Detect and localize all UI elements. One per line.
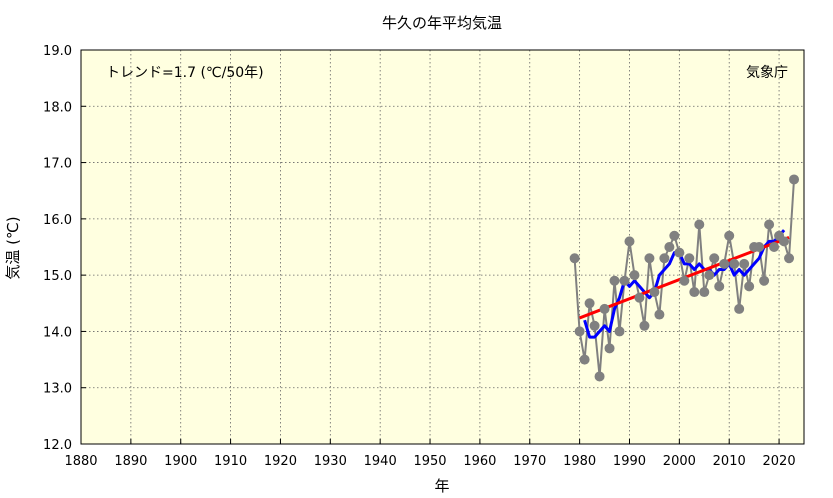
x-tick-label: 2000 <box>663 454 696 469</box>
x-tick-label: 1950 <box>413 454 446 469</box>
annual-mean-point <box>679 275 690 286</box>
annual-mean-point <box>629 270 640 281</box>
plot-frame <box>80 49 805 445</box>
annual-mean-point <box>639 320 650 331</box>
annual-mean-point <box>779 236 790 247</box>
x-tick-label: 1940 <box>364 454 397 469</box>
x-tick-label: 2020 <box>763 454 796 469</box>
annual-mean-point <box>579 354 590 365</box>
annual-mean-point <box>634 292 645 303</box>
annual-mean-point <box>614 326 625 337</box>
annual-mean-point <box>704 270 715 281</box>
annual-mean-point <box>739 258 750 269</box>
trend-label: トレンド=1.7 (℃/50年) <box>106 65 264 81</box>
annual-mean-point <box>694 219 705 230</box>
annual-mean-point <box>644 253 655 264</box>
annual-mean-point <box>714 281 725 292</box>
annual-mean-point <box>609 275 620 286</box>
x-tick-label: 1980 <box>563 454 596 469</box>
annual-mean-point <box>709 253 720 264</box>
annual-mean-point <box>724 230 735 241</box>
x-tick-label: 1890 <box>114 454 147 469</box>
x-tick-label: 1970 <box>513 454 546 469</box>
y-tick-label: 18.0 <box>43 100 72 115</box>
annual-mean-point <box>594 371 605 382</box>
annual-mean-point <box>784 253 795 264</box>
annual-mean-point <box>589 320 600 331</box>
y-axis-label: 気温 (℃) <box>4 216 22 279</box>
annual-mean-point <box>604 343 615 354</box>
y-tick-label: 19.0 <box>43 44 72 59</box>
x-tick-label: 2010 <box>713 454 746 469</box>
y-tick-label: 17.0 <box>43 157 72 172</box>
annual-mean-point <box>619 275 630 286</box>
annual-mean-point <box>674 247 685 258</box>
annual-mean-point <box>769 242 780 252</box>
annual-mean-point <box>659 253 670 264</box>
x-tick-label: 1900 <box>164 454 197 469</box>
x-tick-label: 1880 <box>64 454 97 469</box>
y-tick-label: 15.0 <box>43 269 72 284</box>
annual-mean-point <box>599 303 610 314</box>
chart-title: 牛久の年平均気温 <box>382 14 502 32</box>
annual-mean-point <box>574 326 585 337</box>
annual-mean-point <box>689 287 700 298</box>
annual-mean-point <box>654 309 665 320</box>
annual-mean-point <box>734 303 745 314</box>
annual-mean-point <box>699 287 710 298</box>
annual-mean-point <box>569 253 580 264</box>
annual-mean-point <box>729 258 740 269</box>
source-label: 気象庁 <box>746 65 788 81</box>
x-tick-label: 1930 <box>314 454 347 469</box>
annual-mean-point <box>764 219 775 230</box>
y-tick-label: 16.0 <box>43 213 72 228</box>
y-tick-label: 12.0 <box>43 438 72 453</box>
annual-mean-point <box>624 236 635 247</box>
x-axis-label: 年 <box>434 477 449 495</box>
annual-mean-point <box>669 230 680 241</box>
annual-mean-point <box>744 281 755 292</box>
plot-background <box>81 50 804 444</box>
annual-mean-point <box>719 258 730 269</box>
annual-mean-point <box>759 275 770 286</box>
annual-mean-point <box>789 174 800 185</box>
annual-mean-point <box>649 287 660 298</box>
x-tick-label: 1910 <box>214 454 247 469</box>
moving-average-line <box>583 229 786 339</box>
y-tick-label: 14.0 <box>43 325 72 340</box>
plot-area: 1880 1890 1900 1910 1920 1930 1940 1950 1960 1970… <box>43 44 805 469</box>
annual-mean-point <box>754 242 765 252</box>
y-tick-label: 13.0 <box>43 382 72 397</box>
annual-mean-point <box>664 242 675 252</box>
x-tick-label: 1990 <box>613 454 646 469</box>
annual-mean-point <box>584 298 595 309</box>
x-tick-label: 1920 <box>264 454 297 469</box>
annual-mean-point <box>684 253 695 264</box>
x-tick-label: 1960 <box>463 454 496 469</box>
